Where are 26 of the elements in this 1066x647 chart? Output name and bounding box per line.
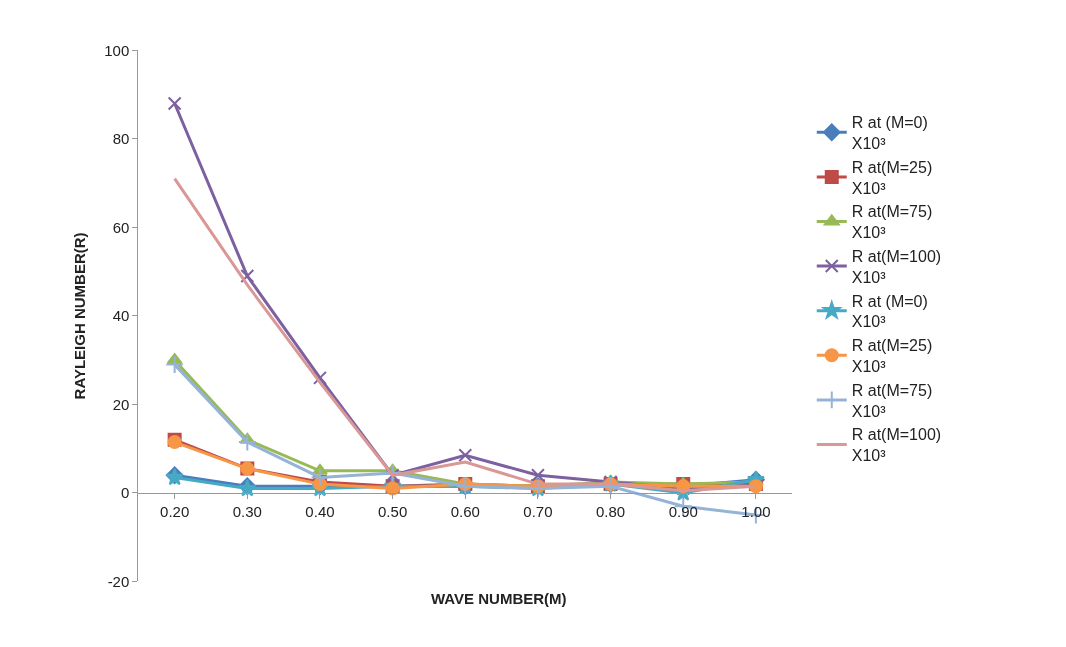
legend-label: R at (M=0) X10³ (851, 114, 928, 152)
y-tick-label: 60 (112, 218, 130, 236)
legend-label: R at(M=25) X10³ (851, 337, 933, 375)
y-tick-label: -20 (107, 572, 130, 590)
x-tick-label: 0.90 (668, 502, 698, 520)
y-tick-label: 40 (112, 307, 130, 325)
legend-label: R at(M=75) X10³ (851, 203, 933, 242)
legend-label: R at(M=75) X10³ (851, 381, 933, 420)
y-axis-title: RAYLEIGH NUMBER(R) (70, 232, 88, 400)
x-tick-label: 0.40 (305, 502, 335, 520)
legend-label: R at (M=0) X10³ (851, 292, 928, 331)
legend-label: R at(M=100) X10³ (851, 426, 942, 465)
x-axis-title: WAVE NUMBER(M) (431, 590, 567, 607)
legend-label: R at(M=100) X10³ (851, 247, 942, 286)
x-tick-label: 0.20 (160, 502, 190, 520)
x-tick-label: 0.30 (232, 502, 262, 520)
y-tick-label: 80 (112, 130, 130, 148)
legend-label: R at(M=25) X10³ (851, 158, 933, 197)
y-tick-label: 100 (104, 41, 130, 59)
x-tick-label: 0.60 (450, 502, 480, 520)
x-tick-label: 1.00 (741, 502, 771, 520)
x-tick-label: 0.50 (378, 502, 408, 520)
y-tick-label: 0 (120, 484, 130, 502)
y-tick-label: 20 (112, 395, 130, 413)
x-tick-label: 0.70 (523, 502, 553, 520)
x-tick-label: 0.80 (596, 502, 626, 520)
